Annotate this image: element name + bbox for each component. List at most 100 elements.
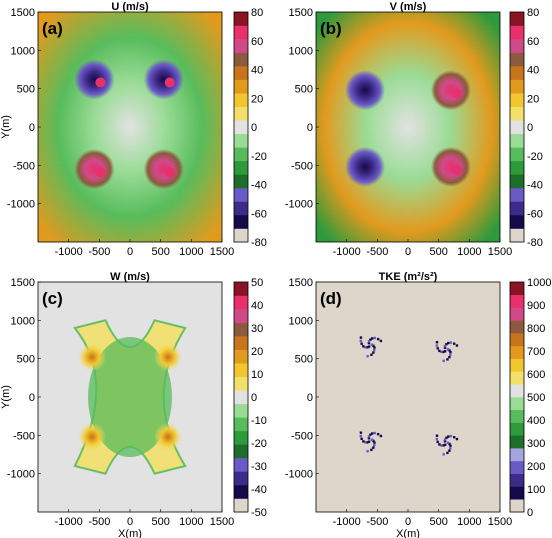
colorbar-swatch — [234, 336, 248, 350]
colorbar-swatch — [234, 147, 248, 162]
panel-label: (b) — [320, 19, 342, 38]
x-tick-label: -1000 — [333, 516, 361, 528]
panel-a: (a) U (m/s) -1000 -500 0 500 1000 1500 1500 1000 5… — [0, 1, 267, 258]
colorbar-swatch — [234, 133, 248, 148]
y-axis-label: Y(m) — [0, 115, 12, 139]
y-tick-label: 0 — [307, 392, 313, 404]
y-tick-label: 500 — [295, 84, 313, 96]
tke-speck — [364, 346, 367, 349]
tke-speck — [373, 336, 376, 340]
tke-speck — [443, 438, 447, 441]
tke-speck — [373, 346, 376, 349]
tke-speck — [435, 434, 439, 437]
x-tick-label: 1500 — [488, 246, 512, 258]
tke-speck — [366, 346, 369, 349]
y-tick-label: -500 — [13, 160, 35, 172]
colorbar-swatch — [234, 471, 248, 486]
y-tick-label: -500 — [291, 160, 313, 172]
tke-speck — [447, 435, 450, 438]
colorbar-tick-label: -20 — [527, 151, 543, 163]
colorbar-tick-label: 40 — [251, 65, 263, 77]
tke-speck — [359, 339, 362, 343]
tke-speck — [366, 450, 369, 453]
vortex-core — [95, 77, 106, 88]
tke-speck — [379, 434, 383, 438]
tke-speck — [443, 443, 447, 446]
tke-speck — [373, 431, 376, 435]
colorbar-frame — [509, 281, 525, 513]
tke-speck — [360, 437, 363, 441]
tke-speck — [449, 350, 452, 354]
field-background — [316, 12, 500, 242]
colorbar-swatch — [510, 397, 524, 411]
y-tick-label: 500 — [17, 354, 35, 366]
x-tick-label: -1000 — [55, 246, 83, 258]
tke-speck — [447, 341, 450, 345]
tke-speck — [372, 344, 375, 348]
colorbar-swatch — [510, 294, 524, 308]
tke-speck — [364, 441, 367, 444]
colorbar-tick-label: -40 — [251, 484, 267, 496]
colorbar-swatch — [234, 430, 248, 445]
colorbar-swatch — [234, 484, 248, 499]
tke-speck — [379, 339, 383, 343]
colorbar-swatch — [510, 160, 524, 175]
tke-speck — [443, 344, 447, 348]
tke-speck — [448, 349, 451, 352]
colorbar-swatch — [234, 295, 248, 310]
tke-speck — [436, 440, 439, 444]
vortex-core — [95, 167, 106, 178]
tke-speck — [442, 453, 445, 456]
colorbar-swatch — [510, 214, 524, 229]
x-tick-label: -500 — [88, 246, 110, 258]
tke-speck — [370, 448, 373, 452]
x-axis-label: X(m) — [118, 528, 142, 538]
colorbar-swatch — [510, 499, 524, 513]
tke-speck — [440, 350, 443, 354]
colorbar-tick-label: 900 — [527, 300, 545, 312]
tke-speck — [373, 444, 376, 447]
colorbar-tick-label: 30 — [251, 323, 263, 335]
tke-speck — [452, 436, 456, 439]
colorbar-swatch — [234, 106, 248, 121]
field-background — [316, 282, 500, 512]
tke-speck — [443, 346, 447, 349]
colorbar-swatch — [510, 384, 524, 398]
x-tick-label: -500 — [88, 516, 110, 528]
tke-speck — [359, 434, 362, 438]
colorbar-swatch — [234, 201, 248, 216]
x-tick-label: 1000 — [457, 246, 481, 258]
colorbar-swatch — [510, 25, 524, 40]
colorbar-tick-label: 100 — [527, 484, 545, 496]
colorbar-tick-label: 0 — [251, 392, 257, 404]
tke-speck — [443, 350, 447, 353]
colorbar-swatch — [510, 460, 524, 474]
tke-speck — [367, 437, 371, 440]
tke-speck — [446, 358, 449, 361]
colorbar-swatch — [510, 187, 524, 202]
tke-speck — [435, 341, 439, 344]
colorbar-tick-label: -40 — [527, 180, 543, 192]
x-tick-label: 0 — [405, 246, 411, 258]
colorbar-swatch — [510, 66, 524, 80]
w-vortex — [77, 343, 106, 372]
colorbar-swatch — [234, 417, 248, 432]
negative-vortex — [345, 70, 386, 111]
tke-speck — [371, 432, 374, 435]
tke-speck — [373, 348, 376, 352]
tke-speck — [436, 347, 439, 350]
tke-speck — [448, 442, 451, 446]
tke-speck — [370, 343, 374, 346]
tke-speck — [452, 342, 456, 345]
tke-speck — [366, 441, 369, 444]
colorbar-swatch — [510, 133, 524, 148]
colorbar-swatch — [510, 333, 524, 347]
vortex-core — [164, 77, 175, 88]
tke-speck — [440, 444, 443, 447]
w-vortex — [154, 422, 183, 451]
tke-speck — [371, 337, 374, 340]
colorbar-swatch — [234, 349, 248, 364]
colorbar-swatch — [510, 39, 524, 53]
x-tick-label: 1500 — [210, 246, 234, 258]
tke-speck — [369, 338, 372, 341]
